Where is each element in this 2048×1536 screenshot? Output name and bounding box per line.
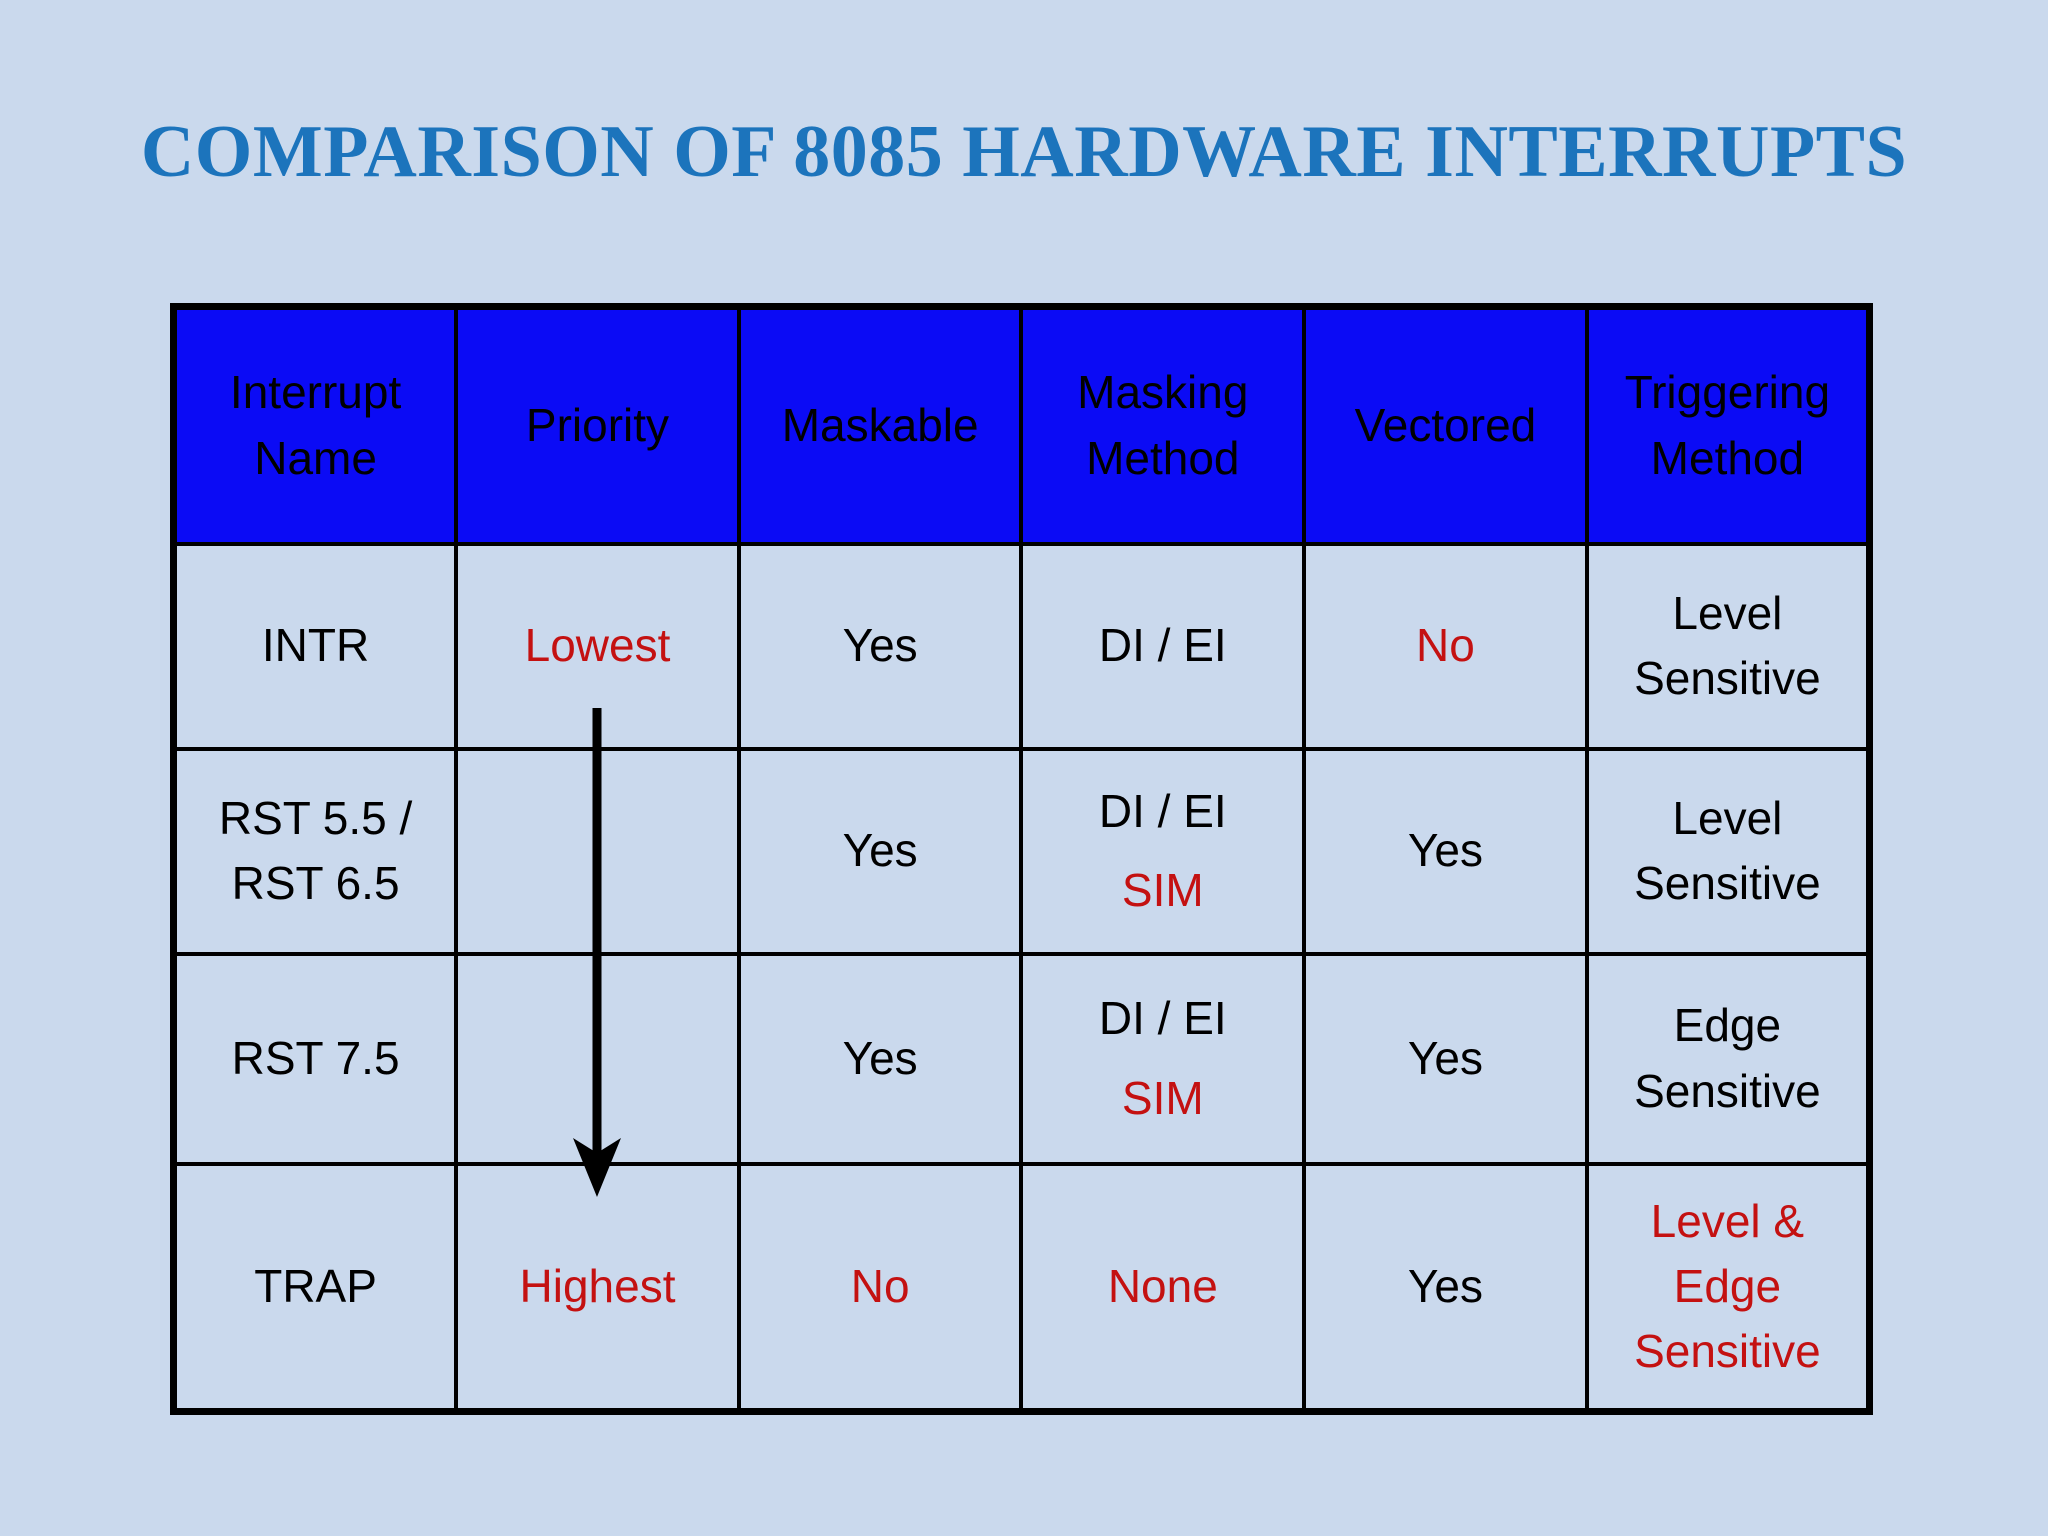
cell-text: Yes [1407,1260,1483,1313]
column-header-priority: Priority [454,304,741,546]
table-row-rst75: RST 7.5 Yes DI / EI SIM Yes Edge Sensitive [171,951,1872,1166]
table-cell: Level Sensitive [1584,541,1872,751]
table-row-intr: INTR Lowest Yes DI / EI No Level Sensitive [171,541,1872,751]
header-row: Interrupt Name Priority Maskable Masking Meth… [171,304,1872,546]
header-text: Triggering [1624,366,1831,419]
interrupts-table: Interrupt Name Priority Maskable Masking Meth… [170,303,1873,1415]
cell-text: DI / EI [1098,619,1227,672]
table-cell: Level Sensitive [1584,746,1872,956]
cell-text: Sensitive [1634,1325,1821,1378]
cell-text: Highest [519,1260,676,1313]
header-text: Masking [1077,366,1249,419]
cell-text: RST 7.5 [231,1031,400,1084]
cell-text: Edge [1673,999,1782,1052]
cell-text: Lowest [524,619,671,672]
cell-text: Yes [1407,1031,1483,1084]
header-text: Priority [525,399,670,452]
table-cell: RST 5.5 / RST 6.5 [171,746,459,956]
cell-text: RST 6.5 [231,857,400,909]
table-cell: Yes [1302,746,1589,956]
cell-text: TRAP [254,1260,377,1313]
table-cell: None [1019,1161,1307,1414]
column-header-masking-method: Masking Method [1019,304,1307,546]
header-text: Name [254,431,377,484]
table-cell: Highest [454,1161,741,1414]
table-row-trap: TRAP Highest No None Yes Level & Edge Sensitive [171,1161,1872,1414]
table-cell: DI / EI SIM [1019,746,1307,956]
cell-text: Level [1672,791,1783,844]
cell-text: Level [1672,586,1783,639]
table-cell: TRAP [171,1161,459,1414]
cell-text: Yes [1407,824,1483,877]
cell-text: No [1416,619,1475,672]
table-row-rst55-rst65: RST 5.5 / RST 6.5 Yes DI / EI SIM Yes Level Sen… [171,746,1872,956]
header-text: Method [1650,431,1805,484]
header-text: Interrupt [229,366,402,419]
table-cell: Yes [736,541,1024,751]
column-header-vectored: Vectored [1302,304,1589,546]
table-body: INTR Lowest Yes DI / EI No Level Sensitive RST … [171,541,1872,1414]
header-text: Maskable [781,399,979,452]
header-text: Method [1086,431,1240,484]
slide-title: COMPARISON OF 8085 HARDWARE INTERRUPTS [140,111,1908,193]
cell-text: INTR [261,619,370,672]
column-header-interrupt-name: Interrupt Name [171,304,459,546]
table-cell: Yes [1302,951,1589,1166]
cell-text: Yes [842,1031,918,1084]
table-cell: Level & Edge Sensitive [1584,1161,1872,1414]
cell-text: Yes [842,824,918,877]
priority-direction-arrow [573,708,621,1197]
header-text: Vectored [1354,399,1537,452]
cell-text: SIM [1121,864,1204,916]
cell-text: DI / EI [1098,784,1227,837]
column-header-triggering-method: Triggering Method [1584,304,1872,546]
table-cell: RST 7.5 [171,951,459,1166]
cell-text: SIM [1121,1071,1204,1124]
cell-text: Edge [1673,1260,1782,1313]
column-header-maskable: Maskable [736,304,1024,546]
cell-text: RST 5.5 / [218,791,413,844]
cell-text: Level & [1650,1194,1805,1247]
table-cell: DI / EI [1019,541,1307,751]
interrupts-table-container: Interrupt Name Priority Maskable Masking Meth… [170,303,1873,1415]
cell-text: Yes [842,619,918,672]
table-header: Interrupt Name Priority Maskable Masking Meth… [171,304,1872,546]
cell-text: Sensitive [1634,652,1821,704]
cell-text: Sensitive [1634,857,1821,909]
cell-text: None [1107,1260,1218,1313]
cell-text: No [850,1260,910,1313]
table-cell: Yes [736,951,1024,1166]
table-cell: Yes [736,746,1024,956]
table-cell: Edge Sensitive [1584,951,1872,1166]
table-cell: DI / EI SIM [1019,951,1307,1166]
table-cell: INTR [171,541,459,751]
table-cell: Yes [1302,1161,1589,1414]
cell-text: DI / EI [1098,992,1227,1045]
cell-text: Sensitive [1634,1064,1821,1117]
table-cell: No [1302,541,1589,751]
table-cell: No [736,1161,1024,1414]
